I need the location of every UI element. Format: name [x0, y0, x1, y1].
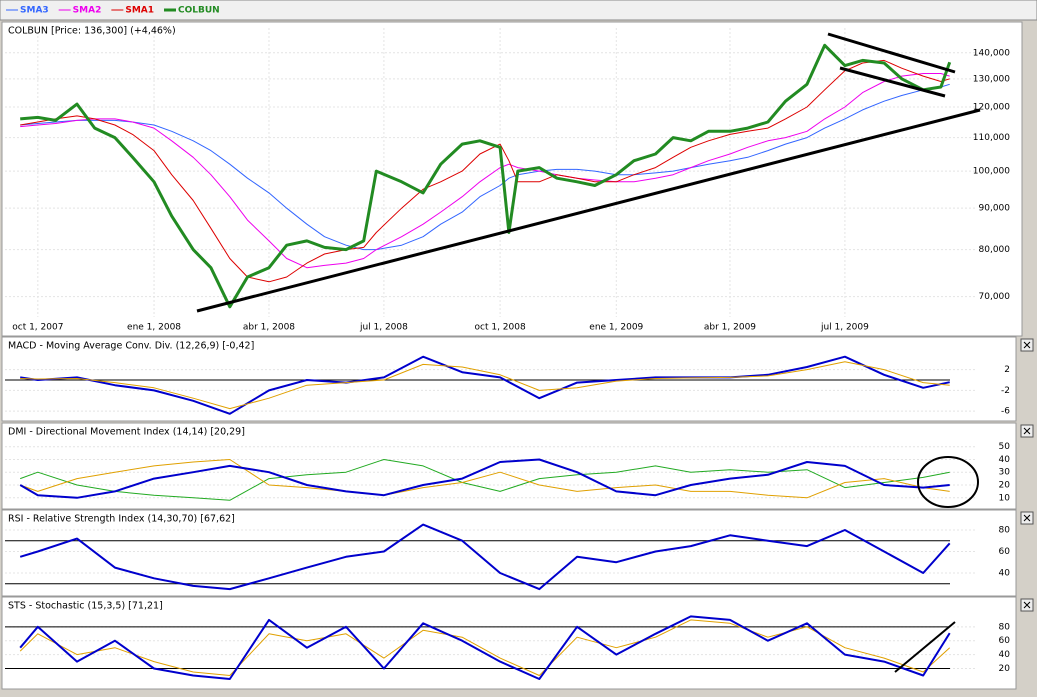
y-tick-label: -2 — [1001, 386, 1010, 396]
close-icon — [1023, 341, 1031, 349]
y-tick-label: 70,000 — [979, 292, 1011, 302]
y-tick-label: 80 — [999, 622, 1011, 632]
series-line — [20, 459, 950, 501]
y-tick-label: -6 — [1001, 407, 1010, 417]
x-tick-label: jul 1, 2009 — [820, 323, 869, 333]
y-tick-label: 100,000 — [973, 167, 1010, 177]
y-tick-label: 140,000 — [973, 48, 1010, 58]
y-tick-label: 90,000 — [979, 204, 1011, 214]
trend-line — [839, 66, 946, 98]
panel-title: STS - Stochastic (15,3,5) [71,21] — [8, 601, 163, 612]
x-tick-label: abr 1, 2008 — [243, 323, 295, 333]
y-tick-label: 40 — [999, 455, 1011, 465]
series-line — [20, 83, 950, 251]
close-icon — [1023, 601, 1031, 609]
y-tick-label: 20 — [999, 481, 1011, 491]
y-tick-label: 80 — [999, 525, 1011, 535]
y-tick-label: 120,000 — [973, 102, 1010, 112]
series-line — [19, 615, 951, 680]
x-tick-label: ene 1, 2008 — [127, 323, 181, 333]
x-tick-label: oct 1, 2008 — [475, 323, 526, 333]
x-tick-label: oct 1, 2007 — [12, 323, 63, 333]
y-tick-label: 110,000 — [973, 133, 1010, 143]
y-tick-label: 30 — [999, 468, 1011, 478]
y-tick-label: 10 — [999, 493, 1011, 503]
panel-title: MACD - Moving Average Conv. Div. (12,26,… — [8, 341, 254, 352]
series-line — [19, 619, 951, 676]
y-tick-label: 60 — [999, 636, 1011, 646]
legend-label[interactable]: SMA1 — [125, 6, 154, 16]
panels: 70,000 80,000 90,000 100,000 110,000 120,000 1… — [1, 21, 1034, 690]
series-line — [19, 458, 950, 499]
x-tick-label: jul 1, 2008 — [359, 323, 408, 333]
panel-title: DMI - Directional Movement Index (14,14)… — [8, 427, 245, 438]
legend-bar — [0, 0, 1037, 21]
series-line — [20, 43, 952, 309]
series-line — [19, 523, 951, 591]
series-line — [20, 59, 950, 283]
panel — [1, 21, 1023, 337]
panel-title: COLBUN [Price: 136,300] (+4,46%) — [8, 26, 176, 37]
y-tick-label: 40 — [999, 650, 1011, 660]
legend-label[interactable]: COLBUN — [178, 6, 220, 16]
trend-line — [196, 108, 981, 313]
y-tick-label: 130,000 — [973, 74, 1010, 84]
annotation-circle — [917, 456, 979, 508]
series-line — [20, 459, 950, 499]
trend-line — [894, 621, 956, 673]
legend-label[interactable]: SMA2 — [73, 6, 102, 16]
panel-title: RSI - Relative Strength Index (14,30,70)… — [8, 514, 235, 525]
trend-line — [827, 32, 956, 74]
x-tick-label: ene 1, 2009 — [589, 323, 643, 333]
close-icon — [1023, 514, 1031, 522]
x-tick-label: abr 1, 2009 — [704, 323, 756, 333]
panel — [1, 596, 1017, 690]
y-tick-label: 60 — [999, 547, 1011, 557]
series-line — [20, 73, 950, 269]
close-icon — [1023, 427, 1031, 435]
panel — [1, 336, 1017, 422]
series-line — [20, 355, 950, 415]
y-tick-label: 20 — [999, 664, 1011, 674]
legend: SMA3 SMA2 SMA1 COLBUN — [6, 6, 220, 16]
y-tick-label: 50 — [999, 442, 1011, 452]
y-tick-label: 2 — [1004, 365, 1010, 375]
y-tick-label: 40 — [999, 568, 1011, 578]
y-tick-label: 80,000 — [979, 245, 1011, 255]
legend-label[interactable]: SMA3 — [20, 6, 49, 16]
series-line — [20, 361, 950, 410]
